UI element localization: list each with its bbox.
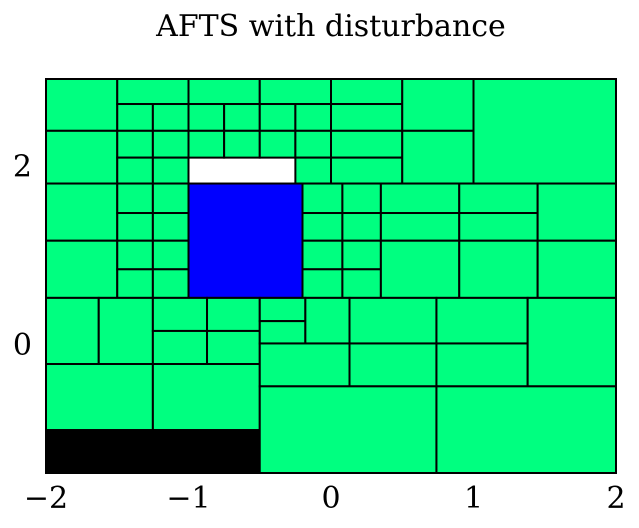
cell: [379, 239, 461, 299]
cell: [258, 296, 307, 323]
cell: [151, 329, 209, 366]
cell: [45, 239, 119, 299]
cell: [151, 239, 190, 271]
cell: [330, 129, 404, 159]
cell: [294, 129, 332, 159]
cell: [304, 296, 351, 345]
cell: [435, 385, 618, 474]
cell: [379, 212, 461, 242]
cell: [401, 129, 475, 185]
cell: [458, 212, 539, 242]
cell: [294, 103, 332, 132]
cell: [330, 156, 404, 185]
cell: [330, 103, 404, 132]
cell: [187, 182, 304, 299]
cell: [258, 78, 332, 106]
cell: [187, 129, 226, 159]
cell: [458, 182, 539, 215]
cell: [301, 268, 344, 299]
cell: [206, 296, 261, 332]
cell: [45, 129, 119, 185]
cell: [258, 129, 297, 159]
cell: [223, 129, 261, 159]
cell: [301, 182, 344, 215]
cell: [223, 103, 261, 132]
cell: [258, 320, 307, 345]
cell: [341, 268, 382, 299]
cell: [348, 342, 438, 388]
cell: [45, 182, 119, 242]
cell: [472, 78, 617, 185]
cell: [341, 182, 382, 215]
cell: [151, 268, 190, 299]
cell: [45, 296, 100, 366]
cell: [116, 156, 154, 185]
y-tick-label: 0: [13, 328, 32, 363]
cell: [301, 239, 344, 271]
cell: [151, 182, 190, 215]
cell: [330, 78, 404, 106]
cell: [536, 239, 617, 299]
cell: [116, 78, 190, 106]
cell: [151, 212, 190, 242]
cell: [301, 212, 344, 242]
cell: [526, 296, 618, 388]
cell: [45, 429, 261, 474]
cell: [45, 78, 119, 132]
cell: [151, 296, 209, 332]
cell: [379, 182, 461, 215]
cell: [151, 363, 261, 432]
cell: [151, 103, 190, 132]
chart-title: AFTS with disturbance: [155, 9, 506, 44]
cell: [435, 342, 529, 388]
x-tick-label: 0: [321, 481, 340, 516]
cell: [341, 239, 382, 271]
x-tick-label: −2: [24, 481, 68, 516]
cell: [458, 239, 539, 299]
cell: [187, 103, 226, 132]
cell: [401, 78, 475, 132]
cell: [45, 363, 154, 432]
cell: [116, 129, 154, 159]
cell: [258, 342, 351, 388]
cell: [435, 296, 529, 345]
cell: [294, 156, 332, 185]
cell: [206, 329, 261, 366]
cell: [116, 268, 154, 299]
cell: [341, 212, 382, 242]
cell: [187, 78, 261, 106]
cell: [258, 103, 297, 132]
cell: [151, 156, 190, 185]
cell: [258, 385, 438, 474]
x-tick-label: −1: [166, 481, 210, 516]
cell: [536, 182, 617, 242]
cell: [116, 182, 154, 215]
cell: [348, 296, 438, 345]
cell: [151, 129, 190, 159]
y-tick-label: 2: [13, 149, 32, 184]
x-tick-label: 2: [606, 481, 625, 516]
x-tick-label: 1: [464, 481, 483, 516]
cell: [116, 103, 154, 132]
cell: [97, 296, 154, 366]
cell: [116, 239, 154, 271]
cell: [116, 212, 154, 242]
